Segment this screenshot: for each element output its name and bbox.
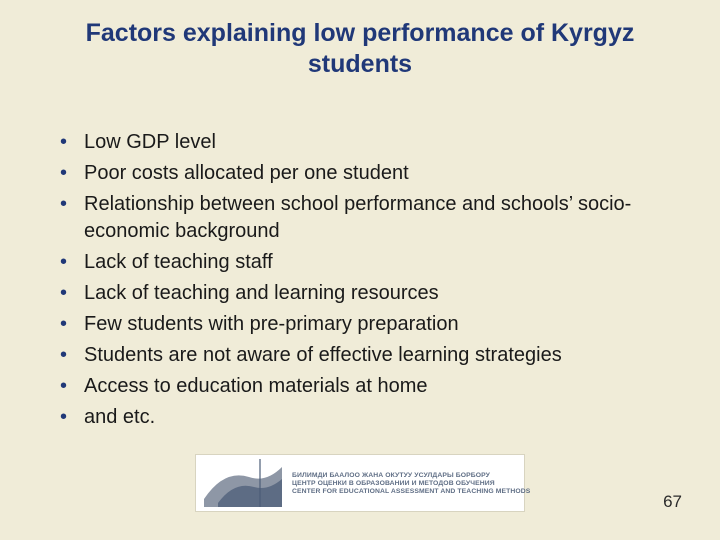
list-item: Poor costs allocated per one student — [60, 160, 686, 187]
list-item: Students are not aware of effective lear… — [60, 342, 686, 369]
list-item: Low GDP level — [60, 129, 686, 156]
page-number: 67 — [663, 492, 682, 512]
slide-title: Factors explaining low performance of Ky… — [40, 18, 680, 81]
list-item: Few students with pre-primary preparatio… — [60, 311, 686, 338]
slide: Factors explaining low performance of Ky… — [0, 0, 720, 540]
list-item: Lack of teaching staff — [60, 249, 686, 276]
logo-text-line: ЦЕНТР ОЦЕНКИ В ОБРАЗОВАНИИ И МЕТОДОВ ОБУ… — [292, 480, 530, 487]
list-item: Access to education materials at home — [60, 373, 686, 400]
logo-text-line: БИЛИМДИ БААЛОО ЖАНА ОКУТУУ УСУЛДАРЫ БОРБ… — [292, 472, 530, 479]
list-item: Relationship between school performance … — [60, 191, 686, 245]
bullet-list: Low GDP level Poor costs allocated per o… — [34, 129, 686, 431]
footer-logo: БИЛИМДИ БААЛОО ЖАНА ОКУТУУ УСУЛДАРЫ БОРБ… — [195, 454, 525, 512]
logo-text: БИЛИМДИ БААЛОО ЖАНА ОКУТУУ УСУЛДАРЫ БОРБ… — [292, 472, 530, 495]
logo-icon — [204, 459, 282, 507]
list-item: Lack of teaching and learning resources — [60, 280, 686, 307]
list-item: and etc. — [60, 404, 686, 431]
logo-text-line: CENTER FOR EDUCATIONAL ASSESSMENT AND TE… — [292, 488, 530, 495]
